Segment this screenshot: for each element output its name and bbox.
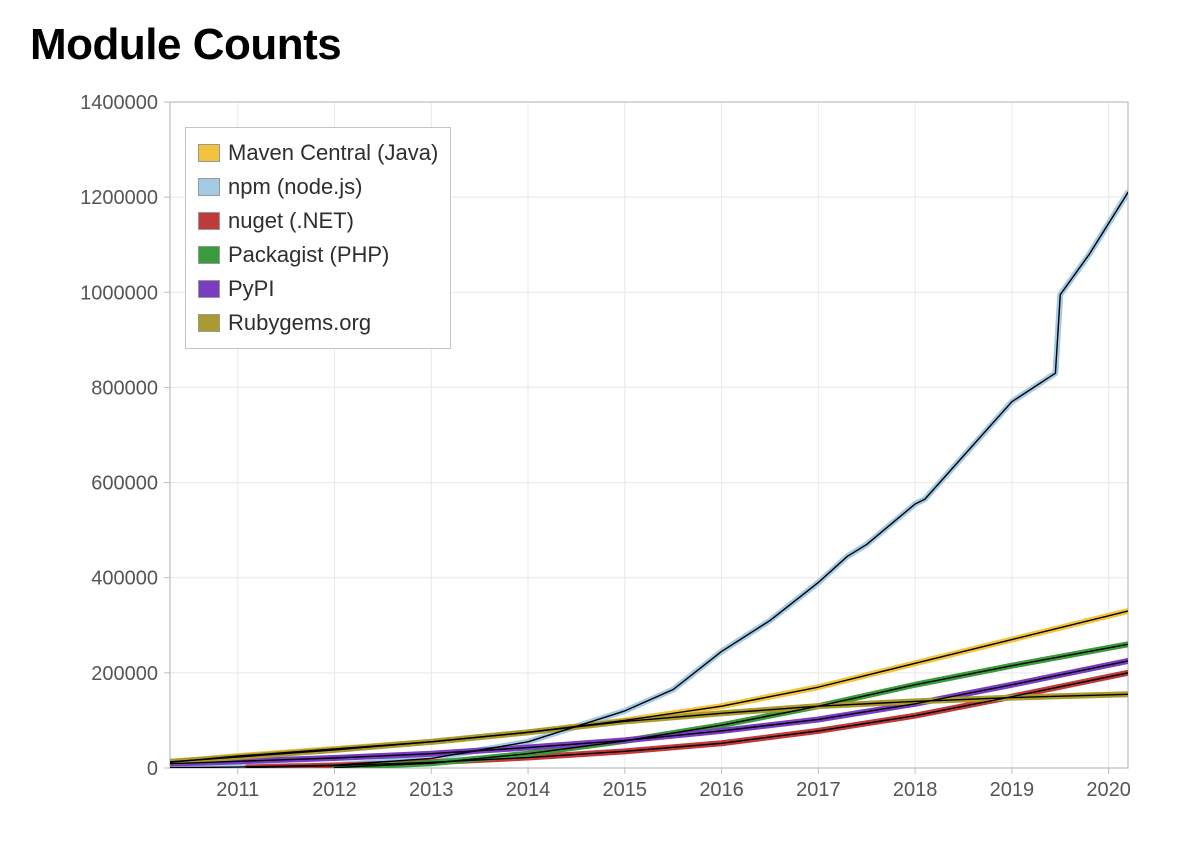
chart-wrap: 0 200000 400000 600000 800000 1000000 1200000 1…	[30, 80, 1168, 820]
legend-label: PyPI	[228, 276, 274, 302]
svg-text:2015: 2015	[603, 779, 648, 801]
svg-text:400000: 400000	[91, 568, 158, 590]
svg-text:2017: 2017	[796, 779, 841, 801]
svg-text:0: 0	[147, 758, 158, 780]
svg-text:200000: 200000	[91, 663, 158, 685]
legend-label: nuget (.NET)	[228, 208, 354, 234]
legend-item: Rubygems.org	[198, 306, 438, 340]
legend-label: Rubygems.org	[228, 310, 371, 336]
svg-text:1200000: 1200000	[80, 187, 158, 209]
legend-label: npm (node.js)	[228, 174, 363, 200]
legend-item: Packagist (PHP)	[198, 238, 438, 272]
svg-text:2020: 2020	[1086, 779, 1130, 801]
page-title: Module Counts	[30, 20, 1168, 70]
legend-swatch	[198, 178, 220, 196]
svg-text:2019: 2019	[990, 779, 1035, 801]
legend-label: Packagist (PHP)	[228, 242, 389, 268]
legend-swatch	[198, 280, 220, 298]
legend-item: PyPI	[198, 272, 438, 306]
svg-text:2012: 2012	[312, 779, 357, 801]
legend-swatch	[198, 314, 220, 332]
chart-container: Module Counts 0 200000 400000 600000 800000 1…	[0, 0, 1198, 856]
svg-text:1000000: 1000000	[80, 282, 158, 304]
chart-legend: Maven Central (Java) npm (node.js) nuget (…	[185, 127, 451, 349]
svg-text:1400000: 1400000	[80, 92, 158, 114]
svg-text:2014: 2014	[506, 779, 551, 801]
legend-swatch	[198, 144, 220, 162]
legend-label: Maven Central (Java)	[228, 140, 438, 166]
svg-text:2016: 2016	[699, 779, 744, 801]
svg-text:2011: 2011	[216, 779, 259, 801]
svg-text:2018: 2018	[893, 779, 938, 801]
svg-text:600000: 600000	[91, 473, 158, 495]
legend-swatch	[198, 212, 220, 230]
svg-text:800000: 800000	[91, 377, 158, 399]
legend-item: nuget (.NET)	[198, 204, 438, 238]
legend-item: npm (node.js)	[198, 170, 438, 204]
svg-text:2013: 2013	[409, 779, 454, 801]
legend-item: Maven Central (Java)	[198, 136, 438, 170]
legend-swatch	[198, 246, 220, 264]
